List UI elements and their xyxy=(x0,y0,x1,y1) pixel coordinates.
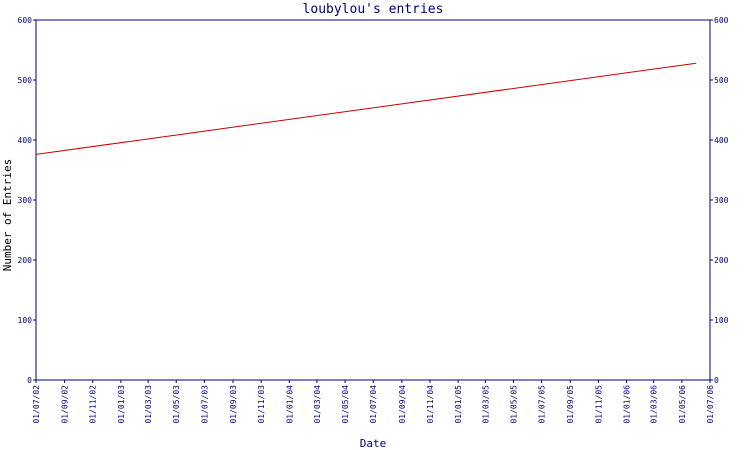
y-tick-label-right: 300 xyxy=(714,196,729,205)
x-tick-label: 01/01/03 xyxy=(117,385,126,424)
x-tick-label: 01/03/03 xyxy=(144,385,153,424)
x-tick-label: 01/03/04 xyxy=(313,385,322,424)
x-tick-label: 01/05/06 xyxy=(678,385,687,424)
x-tick-label: 01/05/05 xyxy=(509,385,518,424)
y-tick-label-left: 200 xyxy=(18,256,33,265)
x-tick-label: 01/09/02 xyxy=(61,385,70,424)
x-tick-label: 01/07/03 xyxy=(200,385,209,424)
y-axis-label: Number of Entries xyxy=(1,159,14,272)
x-axis-label: Date xyxy=(360,437,387,450)
plot-frame xyxy=(35,19,711,381)
x-tick-label: 01/11/03 xyxy=(257,385,266,424)
x-tick-label: 01/05/03 xyxy=(172,385,181,424)
x-tick-label: 01/05/04 xyxy=(341,385,350,424)
x-tick-label: 01/11/02 xyxy=(89,385,98,424)
x-tick-label: 01/07/05 xyxy=(538,385,547,424)
x-tick-label: 01/09/04 xyxy=(398,385,407,424)
x-tick-label: 01/01/06 xyxy=(622,385,631,424)
x-tick-label: 01/09/03 xyxy=(229,385,238,424)
y-tick-label-right: 200 xyxy=(714,256,729,265)
y-tick-label-right: 500 xyxy=(714,76,729,85)
y-tick-label-left: 600 xyxy=(18,16,33,25)
y-tick-label-right: 600 xyxy=(714,16,729,25)
y-tick-label-right: 0 xyxy=(714,376,719,385)
x-tick-label: 01/01/04 xyxy=(285,385,294,424)
series-line xyxy=(35,62,697,155)
y-tick-label-right: 100 xyxy=(714,316,729,325)
x-tick-label: 01/11/05 xyxy=(594,385,603,424)
y-tick-label-left: 300 xyxy=(18,196,33,205)
x-tick-label: 01/01/05 xyxy=(454,385,463,424)
x-tick-label: 01/09/05 xyxy=(566,385,575,424)
y-tick-label-left: 500 xyxy=(18,76,33,85)
chart-title: loubylou's entries xyxy=(303,2,444,17)
y-tick-label-right: 400 xyxy=(714,136,729,145)
x-tick-label: 01/03/06 xyxy=(650,385,659,424)
x-tick-label: 01/11/04 xyxy=(426,385,435,424)
y-tick-label-left: 100 xyxy=(18,316,33,325)
x-tick-label: 01/07/06 xyxy=(706,385,715,424)
x-tick-label: 01/03/05 xyxy=(481,385,490,424)
y-tick-label-left: 0 xyxy=(27,376,32,385)
y-tick-label-left: 400 xyxy=(18,136,33,145)
x-tick-label: 01/07/02 xyxy=(32,385,41,424)
x-tick-label: 01/07/04 xyxy=(369,385,378,424)
